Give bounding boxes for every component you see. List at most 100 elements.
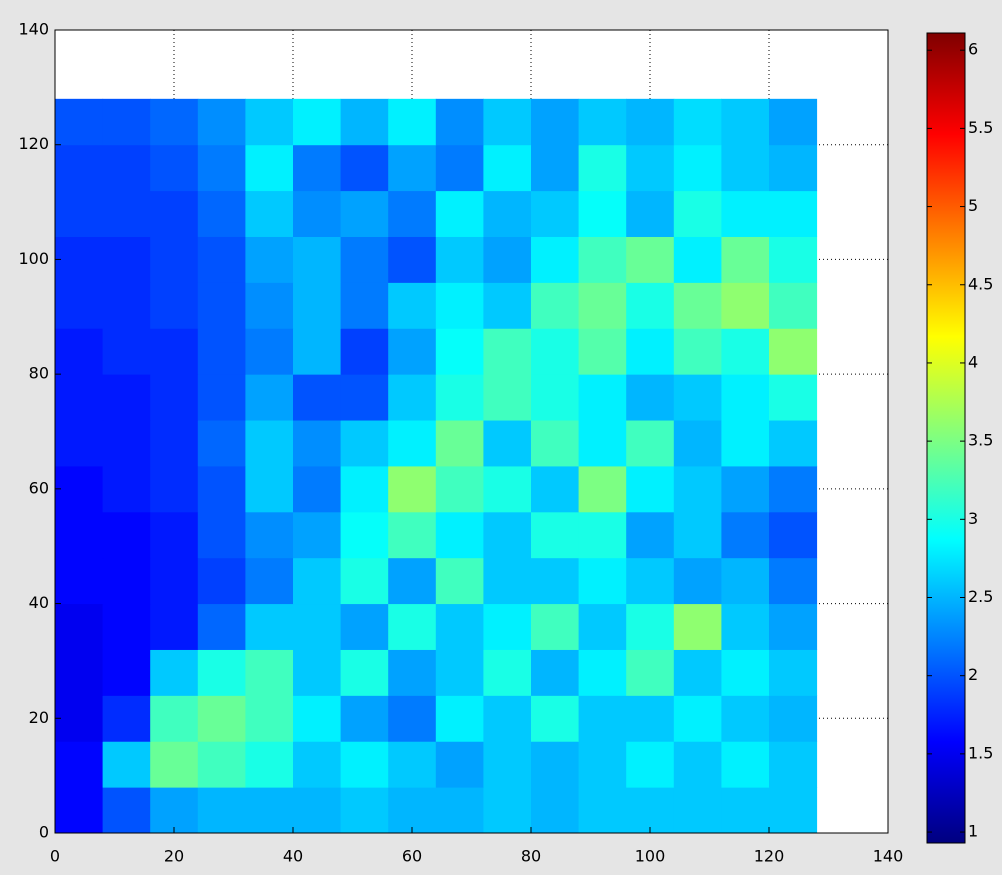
heatmap-cell bbox=[483, 603, 532, 650]
heatmap-cell bbox=[769, 282, 818, 329]
heatmap-cell bbox=[245, 374, 294, 421]
heatmap-cell bbox=[626, 603, 675, 650]
heatmap-cell bbox=[245, 787, 294, 834]
heatmap-cell bbox=[721, 420, 770, 467]
heatmap-cell bbox=[245, 236, 294, 283]
heatmap-cell bbox=[721, 144, 770, 192]
heatmap-cell bbox=[673, 328, 722, 375]
heatmap-cell bbox=[531, 465, 580, 513]
heatmap-cell bbox=[531, 603, 580, 650]
heatmap bbox=[55, 98, 818, 834]
heatmap-cell bbox=[197, 144, 246, 192]
heatmap-cell bbox=[626, 695, 675, 742]
heatmap-cell bbox=[55, 603, 104, 650]
heatmap-cell bbox=[197, 649, 246, 696]
heatmap-cell bbox=[245, 420, 294, 467]
heatmap-cell bbox=[293, 282, 342, 329]
heatmap-cell bbox=[531, 98, 580, 146]
heatmap-cell bbox=[531, 236, 580, 283]
heatmap-cell bbox=[435, 98, 484, 146]
heatmap-cell bbox=[578, 282, 627, 329]
heatmap-cell bbox=[388, 190, 437, 237]
heatmap-cell bbox=[340, 603, 389, 650]
heatmap-cell bbox=[626, 374, 675, 421]
heatmap-cell bbox=[388, 282, 437, 329]
colorbar-tick-label: 2 bbox=[968, 665, 978, 684]
heatmap-cell bbox=[245, 144, 294, 192]
heatmap-cell bbox=[197, 511, 246, 559]
heatmap-cell bbox=[578, 420, 627, 467]
heatmap-cell bbox=[483, 420, 532, 467]
heatmap-cell bbox=[150, 557, 199, 605]
heatmap-cell bbox=[55, 741, 104, 788]
heatmap-cell bbox=[102, 98, 151, 146]
heatmap-cell bbox=[245, 282, 294, 329]
heatmap-cell bbox=[150, 741, 199, 788]
heatmap-cell bbox=[150, 98, 199, 146]
heatmap-cell bbox=[150, 144, 199, 192]
heatmap-cell bbox=[769, 787, 818, 834]
heatmap-cell bbox=[150, 603, 199, 650]
heatmap-cell bbox=[245, 511, 294, 559]
heatmap-cell bbox=[626, 420, 675, 467]
heatmap-cell bbox=[197, 374, 246, 421]
heatmap-cell bbox=[55, 557, 104, 605]
colorbar bbox=[926, 32, 966, 844]
heatmap-cell bbox=[531, 190, 580, 237]
heatmap-cell bbox=[55, 420, 104, 467]
heatmap-cell bbox=[721, 374, 770, 421]
heatmap-cell bbox=[435, 282, 484, 329]
heatmap-cell bbox=[197, 787, 246, 834]
colorbar-tick-label: 2.5 bbox=[968, 587, 993, 606]
heatmap-cell bbox=[197, 236, 246, 283]
heatmap-cell bbox=[626, 190, 675, 237]
heatmap-cell bbox=[721, 649, 770, 696]
heatmap-cell bbox=[55, 374, 104, 421]
heatmap-cell bbox=[531, 282, 580, 329]
heatmap-cell bbox=[435, 465, 484, 513]
heatmap-cell bbox=[197, 328, 246, 375]
heatmap-cell bbox=[626, 98, 675, 146]
heatmap-cell bbox=[102, 465, 151, 513]
heatmap-cell bbox=[293, 603, 342, 650]
heatmap-cell bbox=[340, 144, 389, 192]
heatmap-cell bbox=[769, 374, 818, 421]
heatmap-cell bbox=[673, 649, 722, 696]
heatmap-cell bbox=[388, 236, 437, 283]
heatmap-cell bbox=[721, 557, 770, 605]
heatmap-cell bbox=[626, 282, 675, 329]
heatmap-cell bbox=[102, 695, 151, 742]
heatmap-cell bbox=[626, 511, 675, 559]
heatmap-cell bbox=[769, 557, 818, 605]
heatmap-cell bbox=[102, 787, 151, 834]
y-tick-label: 20 bbox=[29, 708, 49, 727]
heatmap-cell bbox=[245, 98, 294, 146]
heatmap-cell bbox=[578, 236, 627, 283]
heatmap-cell bbox=[55, 282, 104, 329]
heatmap-cell bbox=[55, 511, 104, 559]
heatmap-cell bbox=[245, 190, 294, 237]
x-tick-label: 40 bbox=[283, 847, 303, 866]
heatmap-cell bbox=[293, 511, 342, 559]
heatmap-cell bbox=[435, 236, 484, 283]
heatmap-cell bbox=[150, 649, 199, 696]
heatmap-cell bbox=[388, 603, 437, 650]
heatmap-cell bbox=[435, 557, 484, 605]
y-tick-label: 60 bbox=[29, 478, 49, 497]
heatmap-cell bbox=[721, 190, 770, 237]
heatmap-cell bbox=[102, 420, 151, 467]
x-tick-label: 0 bbox=[50, 847, 60, 866]
heatmap-cell bbox=[578, 190, 627, 237]
heatmap-cell bbox=[578, 511, 627, 559]
heatmap-cell bbox=[150, 282, 199, 329]
heatmap-cell bbox=[340, 695, 389, 742]
heatmap-cell bbox=[388, 98, 437, 146]
heatmap-cell bbox=[721, 787, 770, 834]
heatmap-cell bbox=[435, 649, 484, 696]
heatmap-cell bbox=[769, 190, 818, 237]
axes-frame bbox=[54, 29, 889, 834]
heatmap-cell bbox=[435, 374, 484, 421]
heatmap-cell bbox=[245, 603, 294, 650]
heatmap-cell bbox=[435, 603, 484, 650]
heatmap-cell bbox=[578, 465, 627, 513]
